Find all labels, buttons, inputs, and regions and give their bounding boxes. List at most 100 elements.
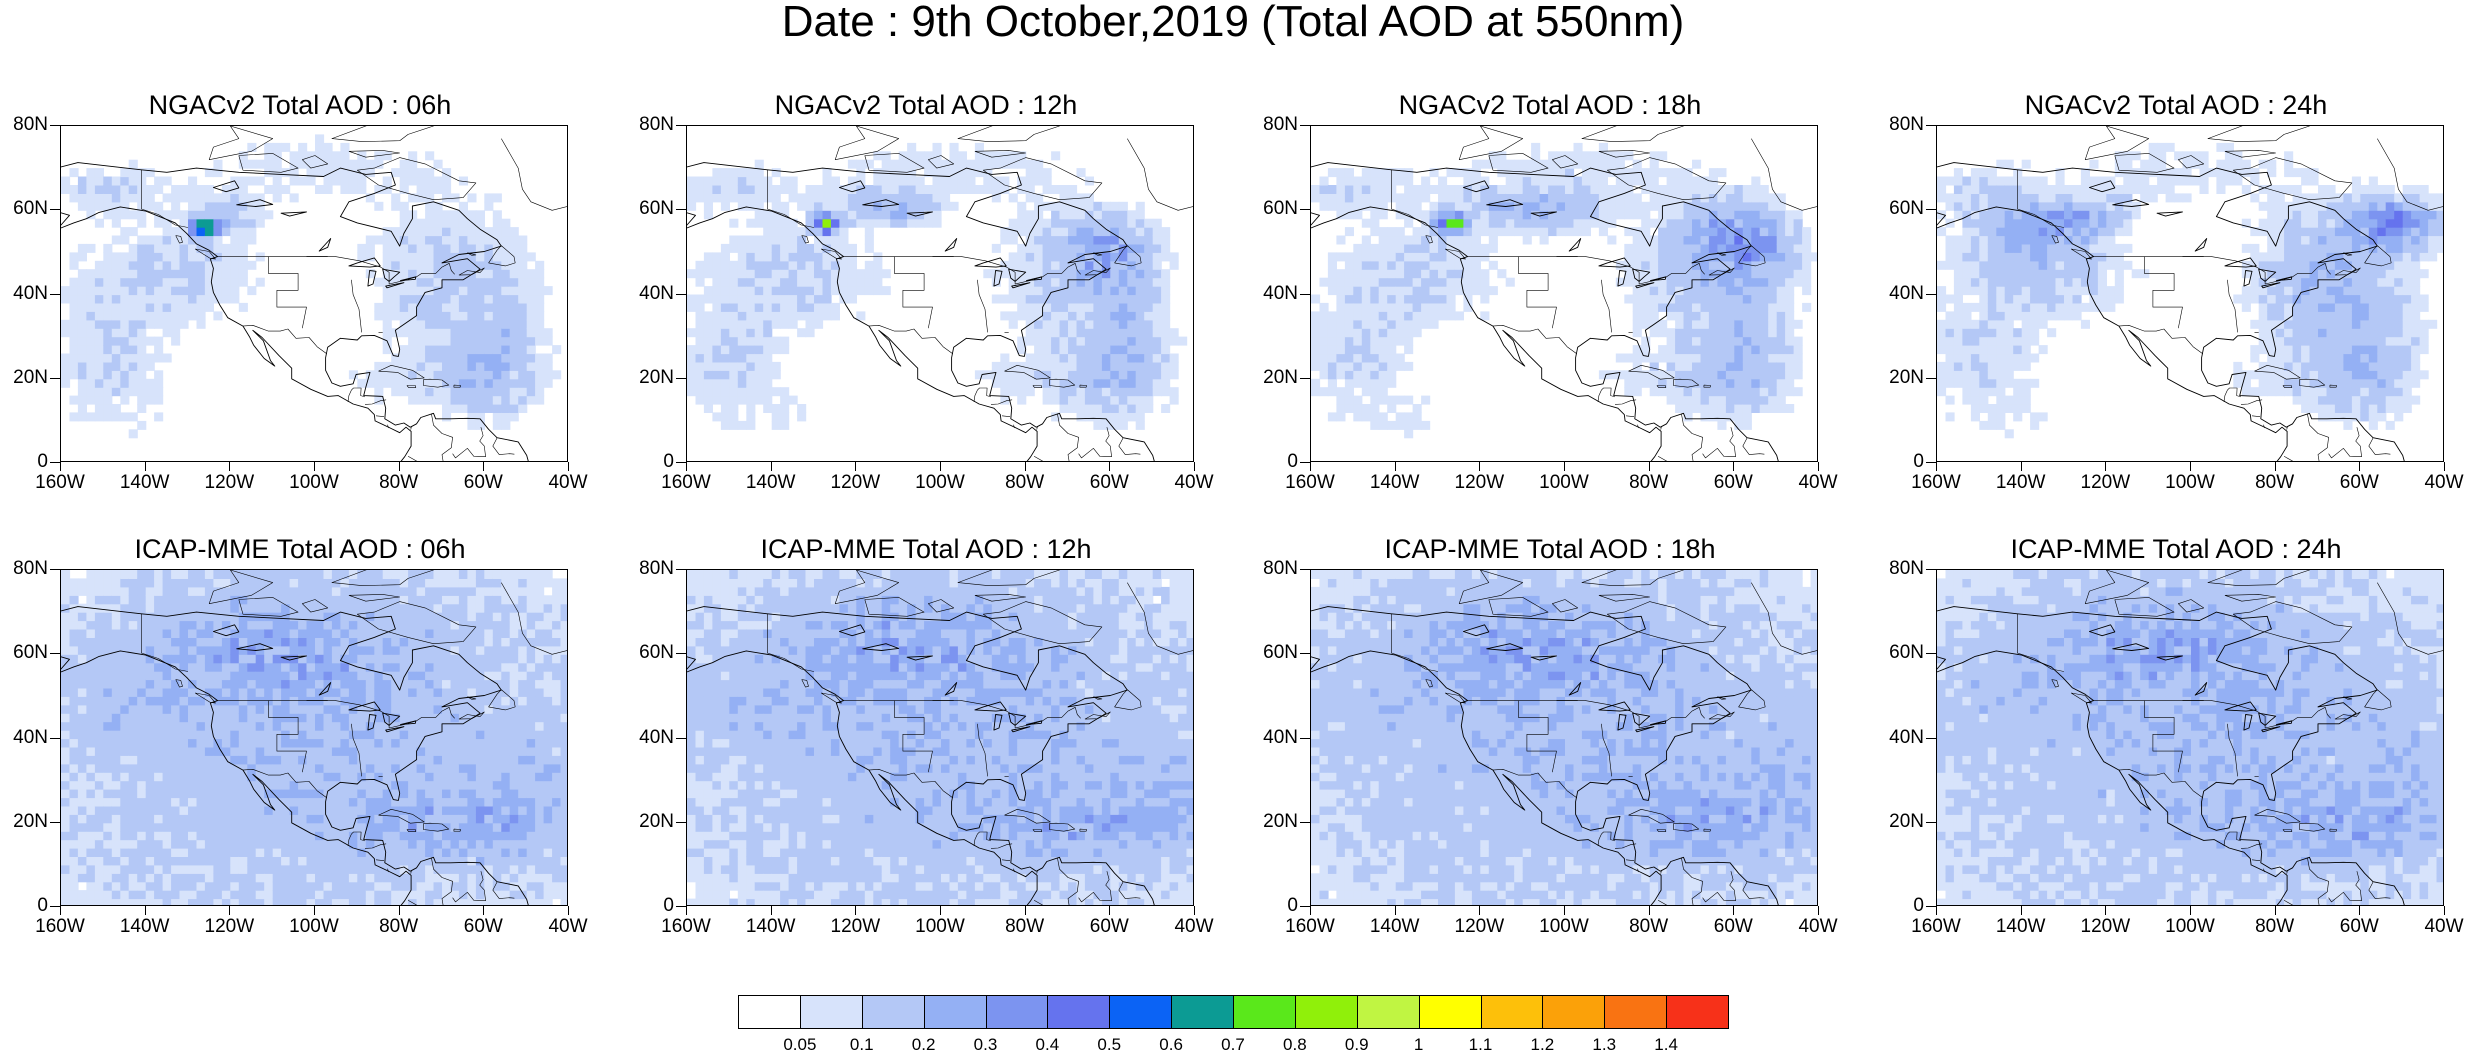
island-outline [423,378,450,388]
island-outline [2224,150,2277,158]
aod-field [61,126,567,461]
y-axis-tick [1926,653,1936,655]
island-outline [982,157,1103,200]
x-axis-tick [1818,906,1819,915]
political-border [2368,881,2391,899]
political-border [1057,857,1079,905]
x-axis-tick [398,906,400,915]
x-axis-tick [60,462,61,471]
lake-outline [2194,238,2208,252]
panel-title: ICAP-MME Total AOD : 24h [2010,534,2342,564]
island-outline [2364,245,2392,267]
aod-field [61,570,567,905]
island-outline [1093,252,1103,256]
political-border [2251,859,2261,861]
x-axis-tick [1733,906,1735,915]
aod-field [1937,126,2443,461]
island-outline [821,248,842,260]
political-border [973,387,992,402]
x-axis-label: 160W [661,916,711,937]
x-axis-label: 60W [1713,472,1753,493]
political-border [973,831,992,846]
coastline [1937,162,2405,461]
island-outline [1738,689,1766,711]
island-outline [974,150,1027,158]
lake-outline [1026,720,1043,726]
x-axis-tick [1648,906,1650,915]
political-border [407,900,418,905]
lake-outline [212,624,240,637]
colorbar-label: 0.6 [1159,1035,1183,1054]
island-outline [2282,385,2293,388]
island-outline [175,679,183,688]
y-axis-tick [50,821,60,823]
colorbar-swatch [861,995,925,1029]
political-border [868,325,954,355]
x-axis-label: 120W [830,472,881,493]
colorbar-swatch [1047,995,1111,1029]
lake-outline [1486,199,1524,207]
island-outline [1084,711,1111,720]
island-outline [801,235,809,244]
colorbar-label: 1.2 [1530,1035,1555,1054]
political-border [410,426,412,430]
political-border [492,881,515,899]
colorbar-label: 1.3 [1592,1035,1617,1054]
x-axis-tick [1394,906,1396,915]
lake-outline [906,655,933,661]
x-axis-label: 120W [2080,916,2131,937]
x-axis-tick [314,906,315,915]
y-axis-tick [676,462,686,463]
island-outline [1628,809,1675,824]
political-border [364,843,387,849]
x-axis-tick [1024,906,1026,915]
x-axis-label: 80W [1005,472,1045,493]
island-outline [2329,384,2337,388]
political-border [1467,700,1705,729]
y-axis-tick [676,653,686,655]
political-border [351,723,362,777]
y-axis-label: 0 [663,895,674,916]
political-border [843,700,1081,729]
island-outline [1004,365,1051,380]
lake-outline [838,180,866,193]
island-outline [2329,828,2337,832]
island-outline [1708,267,1735,276]
island-outline [1004,809,1051,824]
lake-outline [2224,257,2257,268]
y-axis-label: 0 [1913,451,1924,472]
y-axis-tick [50,569,60,570]
island-outline [982,601,1103,644]
lake-outline [318,238,332,252]
x-axis-tick [2020,906,2022,915]
x-axis-label: 80W [2255,916,2295,937]
island-outline [348,594,401,602]
aod-map [60,125,568,462]
y-axis-label: 40N [639,726,674,748]
island-outline [1656,385,1667,388]
political-border [375,415,385,417]
political-border [387,868,389,873]
x-axis-label: 80W [1629,472,1669,493]
island-outline [501,138,567,211]
y-axis-label: 80N [13,114,48,135]
colorbar-swatch [1604,995,1668,1029]
lake-outline [1568,682,1582,696]
x-axis-tick [855,906,857,915]
y-axis-tick [676,569,686,570]
island-outline [1552,155,1579,169]
x-axis-label: 120W [2080,472,2131,493]
y-axis-tick [676,737,686,739]
x-axis-label: 100W [2165,472,2215,493]
political-border [843,256,1081,285]
aod-field [1311,570,1817,905]
lake-outline [2112,199,2150,207]
political-border [2093,700,2331,729]
island-outline [1703,384,1711,388]
x-axis-label: 60W [1713,916,1753,937]
lake-outline [1008,268,1027,282]
island-outline [331,570,434,586]
island-outline [1488,153,1549,173]
x-axis-label: 60W [2339,472,2379,493]
lake-outline [2258,268,2277,282]
